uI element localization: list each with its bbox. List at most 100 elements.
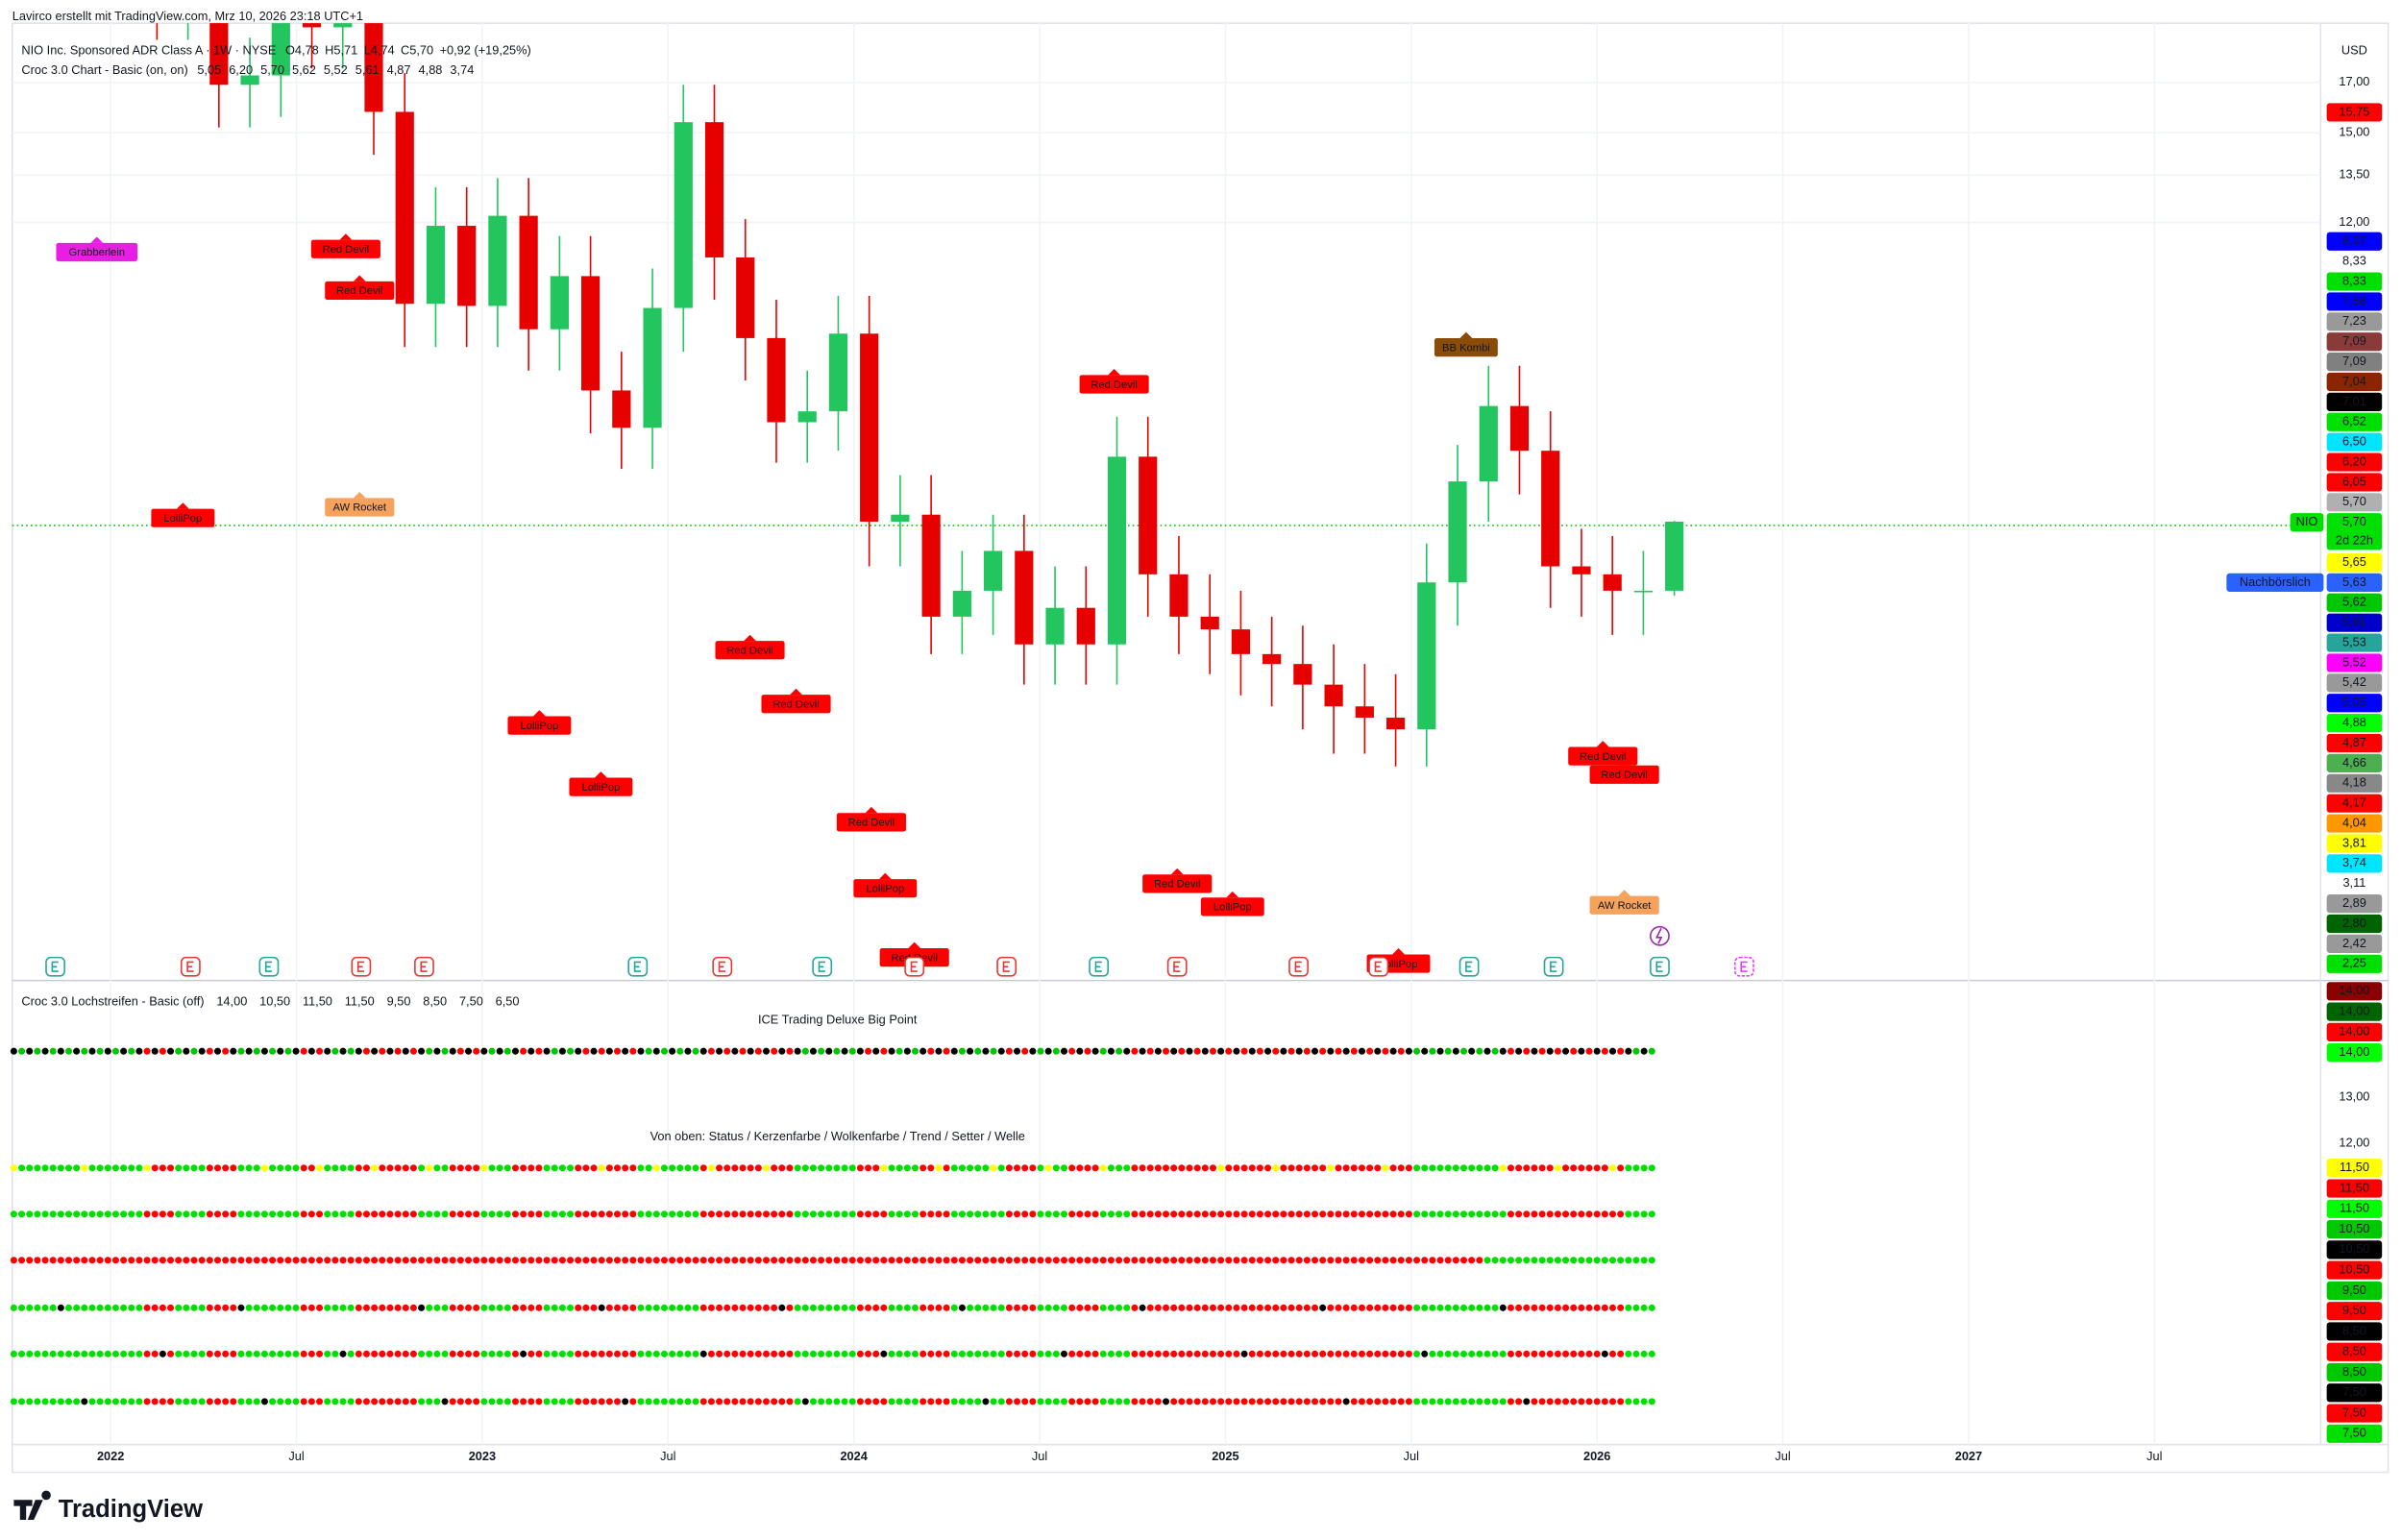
state-dot [903, 1047, 911, 1055]
state-dot [1256, 1164, 1263, 1172]
state-dot [284, 1257, 292, 1264]
state-dot [1099, 1164, 1107, 1172]
state-dot [88, 1350, 96, 1357]
state-dot [1327, 1210, 1335, 1218]
state-dot [230, 1257, 237, 1264]
state-dot [1593, 1350, 1601, 1357]
annotation-box [310, 239, 380, 258]
state-dot [1029, 1210, 1037, 1218]
price-tag [2326, 432, 2383, 452]
state-dot [1178, 1398, 1186, 1406]
state-dot [167, 1257, 175, 1264]
state-dot [935, 1304, 943, 1311]
state-dot [1029, 1047, 1037, 1055]
state-dot [754, 1210, 762, 1218]
state-dot [590, 1257, 598, 1264]
symbol-title: NIO Inc. Sponsored ADR Class A · 1W · NY… [21, 42, 276, 57]
earnings-glyph [818, 961, 825, 972]
state-dot [1264, 1164, 1272, 1172]
state-dot [990, 1047, 997, 1055]
state-dot [1060, 1210, 1068, 1218]
annotation-label: LolliPop [521, 721, 559, 732]
state-dot [558, 1398, 566, 1406]
state-dot [73, 1350, 81, 1357]
state-dot [990, 1164, 997, 1172]
state-dot [1060, 1398, 1068, 1406]
state-dot [1593, 1047, 1601, 1055]
state-dot [1225, 1304, 1233, 1311]
state-dot [1076, 1047, 1084, 1055]
earnings-glyph [1094, 961, 1102, 972]
annotation-box [1200, 897, 1264, 917]
state-dot [1115, 1164, 1123, 1172]
state-dot [1178, 1164, 1186, 1172]
state-dot [848, 1398, 856, 1406]
state-dot [503, 1304, 511, 1311]
state-dot [794, 1210, 801, 1218]
ohlc-value: C5,70 [401, 42, 433, 57]
state-dot [1523, 1398, 1531, 1406]
state-dot [801, 1398, 809, 1406]
state-dot [41, 1398, 49, 1406]
state-dot [1186, 1398, 1193, 1406]
state-dot [1186, 1164, 1193, 1172]
price-tag [2326, 103, 2383, 122]
state-dot [1256, 1257, 1263, 1264]
state-dot [535, 1257, 543, 1264]
state-dot [339, 1350, 347, 1357]
indicator-value: 7,50 [459, 993, 483, 1008]
state-dot [1405, 1164, 1412, 1172]
state-dot [1193, 1257, 1201, 1264]
state-dot [1608, 1398, 1617, 1406]
state-dot [731, 1210, 739, 1218]
state-dot [230, 1164, 237, 1172]
state-dot [245, 1210, 253, 1218]
state-dot [1233, 1047, 1240, 1055]
state-dot [213, 1304, 222, 1311]
price-tag-label: 5,52 [2342, 654, 2366, 669]
state-dot [1021, 1047, 1029, 1055]
state-dot [418, 1047, 426, 1055]
state-dot [245, 1398, 253, 1406]
state-dot [551, 1304, 558, 1311]
state-dot [1327, 1047, 1335, 1055]
state-dot [111, 1210, 119, 1218]
state-dot [1546, 1257, 1554, 1264]
candle-body [952, 590, 971, 617]
state-dot [825, 1304, 833, 1311]
state-dot [300, 1304, 307, 1311]
state-dot [1554, 1257, 1561, 1264]
state-dot [111, 1047, 119, 1055]
indicator-value: 5,70 [260, 62, 284, 77]
state-dot [692, 1398, 699, 1406]
state-dot [300, 1047, 307, 1055]
state-dot [1154, 1304, 1162, 1311]
x-tick-label: 2023 [469, 1449, 496, 1463]
state-dot [277, 1047, 284, 1055]
credit: Lavirco erstellt mit TradingView.com, Mr… [12, 9, 363, 23]
state-dot [1319, 1210, 1327, 1218]
brand: TradingView [59, 1496, 203, 1523]
state-dot [1499, 1047, 1507, 1055]
state-dot [379, 1257, 386, 1264]
state-dot [1091, 1350, 1099, 1357]
state-dot [794, 1350, 801, 1357]
state-dot [1374, 1398, 1382, 1406]
state-dot [723, 1210, 731, 1218]
state-dot [1311, 1047, 1319, 1055]
ohlc-value: L4,74 [364, 42, 395, 57]
state-dot [1186, 1047, 1193, 1055]
state-dot [34, 1398, 41, 1406]
state-dot [339, 1210, 347, 1218]
state-dot [527, 1257, 535, 1264]
state-dot [1193, 1304, 1201, 1311]
state-dot [409, 1257, 417, 1264]
state-dot [88, 1164, 96, 1172]
state-dot [801, 1047, 809, 1055]
price-tag-label: 4,18 [2342, 775, 2366, 790]
state-dot [1178, 1304, 1186, 1311]
price-tag [2326, 573, 2383, 592]
state-dot [1413, 1257, 1421, 1264]
state-dot [551, 1210, 558, 1218]
state-dot [1554, 1210, 1561, 1218]
